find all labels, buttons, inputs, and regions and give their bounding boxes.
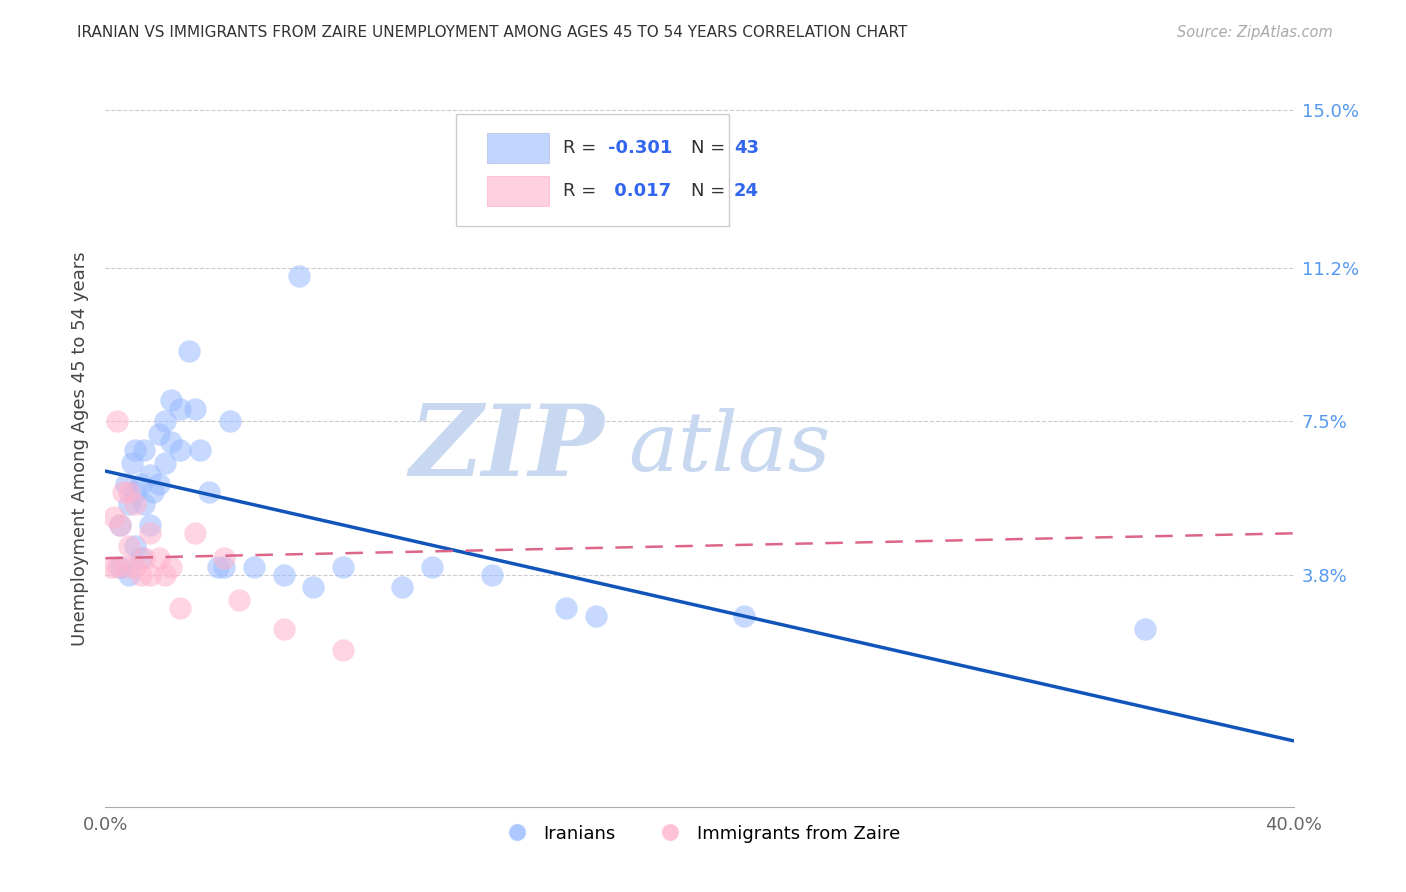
Point bbox=[132, 443, 155, 458]
Point bbox=[139, 526, 162, 541]
Point bbox=[153, 414, 176, 428]
Point bbox=[110, 518, 132, 533]
Point bbox=[554, 601, 576, 615]
Point bbox=[243, 559, 266, 574]
Point bbox=[139, 468, 162, 483]
Point bbox=[118, 539, 141, 553]
Point bbox=[183, 526, 205, 541]
Point bbox=[169, 601, 191, 615]
Point bbox=[118, 497, 141, 511]
Point bbox=[332, 642, 354, 657]
Point bbox=[112, 484, 135, 499]
Text: 43: 43 bbox=[734, 139, 759, 157]
Point bbox=[198, 484, 221, 499]
Point bbox=[105, 414, 128, 428]
Text: 24: 24 bbox=[734, 182, 759, 200]
Point bbox=[139, 518, 162, 533]
FancyBboxPatch shape bbox=[486, 133, 548, 163]
Text: R =: R = bbox=[562, 139, 602, 157]
Point bbox=[332, 559, 354, 574]
Point bbox=[115, 559, 138, 574]
Text: ZIP: ZIP bbox=[409, 400, 605, 497]
Point bbox=[177, 343, 200, 358]
Text: R =: R = bbox=[562, 182, 602, 200]
Point bbox=[124, 539, 146, 553]
Point bbox=[148, 476, 170, 491]
Point bbox=[169, 401, 191, 416]
Text: Source: ZipAtlas.com: Source: ZipAtlas.com bbox=[1177, 25, 1333, 40]
Point bbox=[124, 559, 146, 574]
Point bbox=[129, 567, 152, 582]
Point bbox=[148, 551, 170, 566]
FancyBboxPatch shape bbox=[486, 176, 548, 206]
Point bbox=[118, 567, 141, 582]
Text: 0.017: 0.017 bbox=[607, 182, 671, 200]
Point bbox=[129, 476, 152, 491]
Point bbox=[153, 567, 176, 582]
Point bbox=[391, 580, 413, 594]
Point bbox=[132, 497, 155, 511]
Point bbox=[219, 414, 242, 428]
Point bbox=[159, 393, 181, 408]
Point bbox=[103, 509, 125, 524]
Point bbox=[159, 435, 181, 450]
Point bbox=[139, 567, 162, 582]
Point bbox=[228, 592, 250, 607]
FancyBboxPatch shape bbox=[456, 114, 730, 226]
Point bbox=[273, 567, 295, 582]
Point bbox=[214, 551, 236, 566]
Point bbox=[132, 551, 155, 566]
Text: IRANIAN VS IMMIGRANTS FROM ZAIRE UNEMPLOYMENT AMONG AGES 45 TO 54 YEARS CORRELAT: IRANIAN VS IMMIGRANTS FROM ZAIRE UNEMPLO… bbox=[77, 25, 908, 40]
Point bbox=[585, 609, 607, 624]
Point bbox=[129, 551, 152, 566]
Point bbox=[420, 559, 443, 574]
Point bbox=[110, 518, 132, 533]
Point bbox=[287, 268, 309, 283]
Point bbox=[153, 456, 176, 470]
Text: atlas: atlas bbox=[628, 409, 831, 488]
Legend: Iranians, Immigrants from Zaire: Iranians, Immigrants from Zaire bbox=[491, 817, 908, 850]
Point bbox=[115, 476, 138, 491]
Point bbox=[207, 559, 229, 574]
Point bbox=[148, 426, 170, 441]
Point bbox=[273, 622, 295, 636]
Point bbox=[121, 456, 143, 470]
Point bbox=[124, 443, 146, 458]
Point bbox=[214, 559, 236, 574]
Y-axis label: Unemployment Among Ages 45 to 54 years: Unemployment Among Ages 45 to 54 years bbox=[70, 251, 89, 646]
Point bbox=[183, 401, 205, 416]
Point bbox=[100, 559, 122, 574]
Point bbox=[1133, 622, 1156, 636]
Point bbox=[481, 567, 503, 582]
Text: N =: N = bbox=[692, 139, 731, 157]
Text: N =: N = bbox=[692, 182, 731, 200]
Point bbox=[733, 609, 755, 624]
Point bbox=[142, 484, 165, 499]
Point bbox=[169, 443, 191, 458]
Point bbox=[118, 484, 141, 499]
Point bbox=[124, 484, 146, 499]
Point bbox=[105, 559, 128, 574]
Point bbox=[110, 559, 132, 574]
Text: -0.301: -0.301 bbox=[607, 139, 672, 157]
Point bbox=[190, 443, 212, 458]
Point bbox=[124, 497, 146, 511]
Point bbox=[302, 580, 325, 594]
Point bbox=[159, 559, 181, 574]
